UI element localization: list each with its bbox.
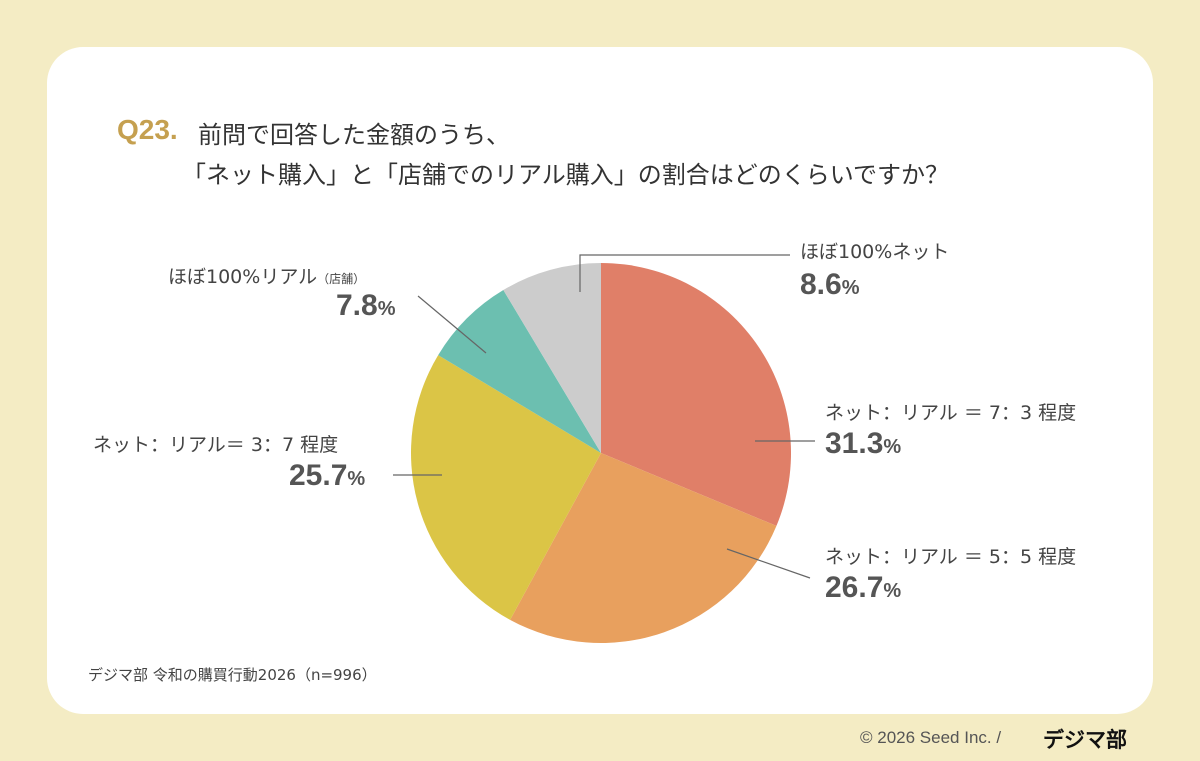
question-number: Q23. — [117, 114, 178, 145]
slice-label-2: ネット：リアル＝ 3：7 程度 — [93, 434, 339, 456]
source-note: デジマ部 令和の購買行動2026（n=996） — [88, 666, 377, 684]
leader-line-1 — [726, 548, 811, 579]
leader-line-4 — [579, 254, 790, 292]
pie-slice-2 — [411, 355, 601, 620]
slice-label-3: ほぼ100%リアル（店舗） — [168, 266, 366, 288]
copyright: © 2026 Seed Inc. / — [860, 728, 1002, 747]
pie-slice-4 — [503, 263, 601, 453]
slice-label-4: ほぼ100%ネット — [800, 241, 950, 263]
pie-slice-1 — [510, 453, 777, 643]
slice-value-4: 8.6% — [800, 268, 860, 301]
brand-logo: デジマ部 — [1043, 728, 1127, 752]
slice-value-2: 25.7% — [289, 459, 366, 492]
slice-value-1: 26.7% — [825, 571, 902, 604]
title-line-1: 前問で回答した金額のうち、 — [198, 121, 510, 149]
slice-label-0: ネット：リアル ＝ 7：3 程度 — [825, 402, 1077, 424]
pie-slice-0 — [601, 263, 791, 526]
slice-value-0: 31.3% — [825, 427, 902, 460]
leader-line-3 — [417, 295, 487, 354]
pie-slice-3 — [438, 290, 601, 453]
title-line-2: 「ネット購入」と「店舗でのリアル購入」の割合はどのくらいですか？ — [182, 161, 950, 189]
slice-label-1: ネット：リアル ＝ 5：5 程度 — [825, 546, 1077, 568]
slice-value-3: 7.8% — [336, 289, 396, 322]
